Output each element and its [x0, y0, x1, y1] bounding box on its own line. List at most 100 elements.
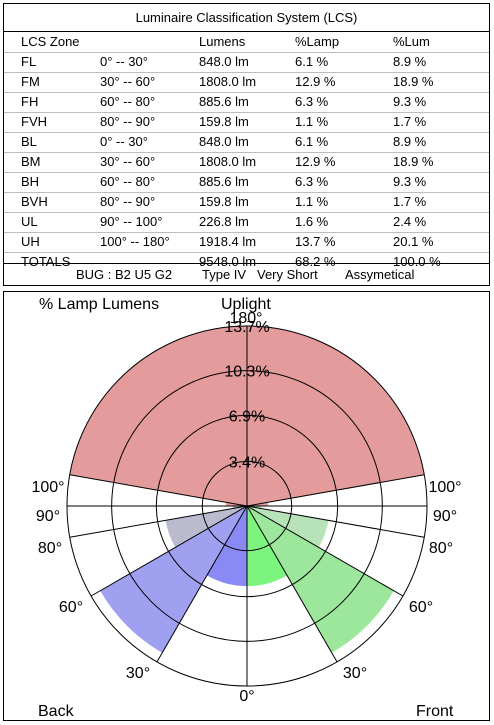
table-header-cell: LCS Zone — [21, 34, 80, 49]
table-cell: 30° -- 60° — [100, 74, 156, 89]
row-divider — [4, 232, 489, 233]
table-cell: 60° -- 80° — [100, 174, 156, 189]
table-cell: 100.0 % — [393, 254, 441, 269]
table-cell: 9.3 % — [393, 174, 427, 189]
table-cell: 20.1 % — [393, 234, 434, 249]
table-cell: 6.3 % — [295, 94, 329, 109]
table-row: BL 0° -- 30° 848.0 lm 6.1 % 8.9 % — [4, 132, 489, 152]
table-row: BM 30° -- 60° 1808.0 lm 12.9 % 18.9 % — [4, 152, 489, 172]
table-row: TOTALS 9548.0 lm 68.2 % 100.0 % — [4, 252, 489, 272]
table-cell: 68.2 % — [295, 254, 336, 269]
table-cell: 6.1 % — [295, 134, 329, 149]
table-cell: 159.8 lm — [199, 114, 249, 129]
angle-label-60-left: 60° — [59, 599, 83, 616]
angle-label-80-left: 80° — [38, 540, 62, 557]
table-cell: 12.9 % — [295, 154, 336, 169]
angle-label-100-right: 100° — [428, 479, 461, 496]
angle-label-60-right: 60° — [409, 599, 433, 616]
row-divider — [4, 72, 489, 73]
plot-title: % Lamp Lumens — [39, 296, 159, 313]
table-cell: 1.7 % — [393, 114, 427, 129]
distance-class: Very Short — [257, 267, 318, 282]
front-label: Front — [416, 703, 454, 720]
back-label: Back — [38, 703, 75, 720]
table-cell: 8.9 % — [393, 54, 427, 69]
row-divider — [4, 152, 489, 153]
table-cell: 0° -- 30° — [100, 134, 148, 149]
polar-chart: % Lamp Lumens Uplight Back Front 180° 10… — [31, 296, 461, 720]
grid-spoke-100-left — [69, 474, 248, 507]
table-cell: FM — [21, 74, 40, 89]
table-row: FM 30° -- 60° 1808.0 lm 12.9 % 18.9 % — [4, 72, 489, 92]
grid-spoke-30-left — [156, 505, 248, 663]
table-row: UL 90° -- 100° 226.8 lm 1.6 % 2.4 % — [4, 212, 489, 232]
table-cell: UL — [21, 214, 38, 229]
symmetry-class: Assymetical — [345, 267, 415, 282]
table-cell: 1.7 % — [393, 194, 427, 209]
table-cell: 1808.0 lm — [199, 74, 257, 89]
table-cell: 100° -- 180° — [100, 234, 170, 249]
table-cell: 80° -- 90° — [100, 194, 156, 209]
table-row: FVH 80° -- 90° 159.8 lm 1.1 % 1.7 % — [4, 112, 489, 132]
table-cell: 30° -- 60° — [100, 154, 156, 169]
grid-spoke-80-left — [69, 505, 248, 538]
table-cell: 226.8 lm — [199, 214, 249, 229]
grid-spoke-100-right — [246, 474, 425, 507]
sector-fm-right — [247, 506, 394, 653]
table-cell: 1.1 % — [295, 194, 329, 209]
angle-label-90-right: 90° — [433, 508, 457, 525]
table-title: Luminaire Classification System (LCS) — [4, 4, 489, 32]
table-row: BVH 80° -- 90° 159.8 lm 1.1 % 1.7 % — [4, 192, 489, 212]
row-divider — [4, 192, 489, 193]
angle-label-30-left: 30° — [126, 665, 150, 682]
uplight-label: Uplight — [221, 296, 271, 313]
row-divider — [4, 52, 489, 53]
table-cell: 9.3 % — [393, 94, 427, 109]
table-cell: BH — [21, 174, 40, 189]
bug-rating: BUG : B2 U5 G2 — [76, 267, 173, 282]
sector-bh-left — [165, 506, 247, 548]
table-cell: 1918.4 lm — [199, 234, 257, 249]
table-row: FL 0° -- 30° 848.0 lm 6.1 % 8.9 % — [4, 52, 489, 72]
polar-plot-panel: % Lamp Lumens Uplight Back Front 180° 10… — [3, 291, 490, 721]
table-cell: 90° -- 100° — [100, 214, 163, 229]
row-divider — [4, 92, 489, 93]
table-cell: 885.6 lm — [199, 94, 249, 109]
ring-label: 13.7% — [224, 319, 269, 336]
table-cell: 1808.0 lm — [199, 154, 257, 169]
row-divider — [4, 252, 489, 253]
angle-label-80-right: 80° — [429, 540, 453, 557]
table-cell: BVH — [21, 194, 48, 209]
table-cell: BL — [21, 134, 37, 149]
table-cell: 2.4 % — [393, 214, 427, 229]
table-header-cell: Lumens — [199, 34, 246, 49]
ring-label: 3.4% — [229, 454, 265, 471]
bug-rating-row: BUG : B2 U5 G2 Type IV Very Short Assyme… — [4, 264, 489, 286]
table-cell: 1.6 % — [295, 214, 329, 229]
table-row: FH 60° -- 80° 885.6 lm 6.3 % 9.3 % — [4, 92, 489, 112]
table-cell: BM — [21, 154, 41, 169]
grid-spoke-60-left — [90, 505, 248, 597]
table-cell: FL — [21, 54, 37, 69]
distribution-type: Type IV — [202, 267, 247, 282]
row-divider — [4, 212, 489, 213]
angle-label-0: 0° — [239, 688, 254, 705]
table-cell: 0° -- 30° — [100, 54, 148, 69]
table-cell: 18.9 % — [393, 154, 434, 169]
table-row: BH 60° -- 80° 885.6 lm 6.3 % 9.3 % — [4, 172, 489, 192]
table-cell: 1.1 % — [295, 114, 329, 129]
sector-uh-left — [69, 326, 247, 506]
table-cell: TOTALS — [21, 254, 71, 269]
row-divider — [4, 172, 489, 173]
grid-spoke-80-right — [246, 505, 425, 538]
ring-label: 6.9% — [229, 408, 265, 425]
table-cell: 80° -- 90° — [100, 114, 156, 129]
angle-label-90-left: 90° — [36, 508, 60, 525]
table-cell: 848.0 lm — [199, 134, 249, 149]
table-cell: 9548.0 lm — [199, 254, 257, 269]
table-cell: 159.8 lm — [199, 194, 249, 209]
angle-label-100-left: 100° — [31, 479, 64, 496]
table-cell: 13.7 % — [295, 234, 336, 249]
grid-spoke-30-right — [246, 505, 338, 663]
table-header-cell: %Lamp — [295, 34, 340, 49]
